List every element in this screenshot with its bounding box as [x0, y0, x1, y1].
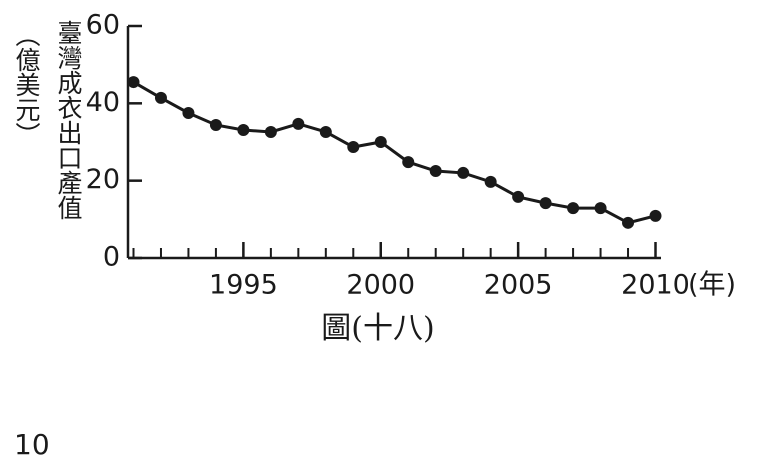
- point: [539, 197, 552, 210]
- y-axis-label: 臺灣成衣出口產值: [54, 20, 83, 220]
- page-number: 10: [14, 428, 50, 461]
- x-tick-label: 2005: [484, 270, 553, 301]
- point: [154, 91, 167, 104]
- point: [484, 175, 497, 188]
- point: [457, 166, 470, 179]
- point: [649, 209, 662, 222]
- x-tick-label: 2000: [346, 270, 415, 301]
- point: [182, 107, 195, 119]
- point: [594, 202, 607, 215]
- point: [264, 125, 277, 138]
- point: [237, 124, 250, 137]
- point: [127, 76, 140, 89]
- point: [402, 156, 415, 169]
- point: [374, 136, 387, 148]
- point: [319, 125, 332, 138]
- x-axis-label: (年): [688, 270, 736, 301]
- point: [209, 118, 222, 131]
- point: [622, 216, 635, 229]
- point: [347, 141, 360, 154]
- y-axis-unit: （億美元）: [12, 22, 41, 147]
- y-tick-label: 40: [86, 87, 120, 118]
- y-tick-label: 0: [103, 242, 120, 273]
- line: [132, 80, 656, 225]
- point: [512, 190, 525, 203]
- x-tick-label: 1995: [209, 270, 278, 301]
- caption: 圖(十八): [321, 311, 434, 346]
- point: [292, 117, 305, 130]
- y-tick-label: 20: [86, 164, 120, 195]
- point: [567, 202, 580, 215]
- y-tick-label: 60: [86, 10, 120, 41]
- x-tick-label: 2010: [621, 270, 690, 301]
- point: [429, 165, 442, 177]
